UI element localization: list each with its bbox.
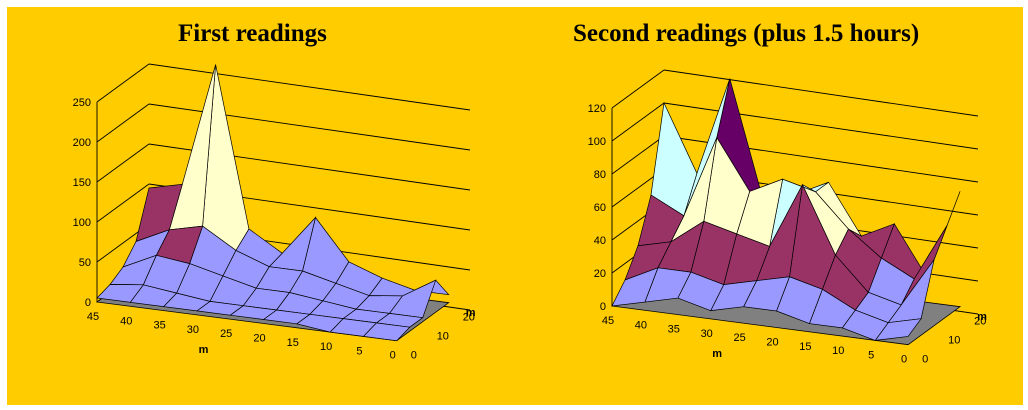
gridline	[611, 69, 665, 109]
y-tick-label: 20	[463, 312, 475, 324]
z-tick-label: 200	[73, 137, 91, 149]
y-tick-label: 0	[922, 354, 928, 366]
x-axis-label: m	[199, 344, 209, 356]
gridline	[96, 143, 150, 183]
gridline	[96, 183, 150, 223]
x-tick-label: 5	[868, 349, 874, 361]
z-tick-label: 20	[594, 268, 606, 280]
x-tick-label: 45	[602, 315, 614, 327]
y-tick-label: 10	[437, 331, 449, 343]
z-tick-label: 0	[85, 297, 91, 309]
y-tick-label: 10	[948, 335, 960, 347]
x-tick-label: 0	[390, 350, 396, 362]
surface-patch	[96, 284, 144, 303]
z-tick-label: 120	[588, 103, 606, 115]
z-tick-label: 40	[594, 235, 606, 247]
x-tick-label: 10	[320, 341, 332, 353]
z-tick-label: 80	[594, 169, 606, 181]
x-axis-label: m	[712, 348, 722, 360]
x-tick-label: 35	[668, 324, 680, 336]
z-tick-label: 100	[73, 217, 91, 229]
x-tick-label: 5	[356, 345, 362, 357]
x-tick-label: 30	[701, 328, 713, 340]
gridline	[611, 102, 665, 142]
gridline	[611, 135, 665, 175]
surface-patch	[611, 267, 659, 307]
gridline	[663, 102, 979, 150]
x-tick-label: 25	[733, 332, 745, 344]
x-tick-label: 35	[153, 320, 165, 332]
x-tick-label: 20	[253, 333, 265, 345]
gridline	[148, 63, 471, 111]
x-tick-label: 25	[220, 328, 232, 340]
gridline	[663, 69, 979, 117]
chart-title-first: First readings	[178, 20, 327, 47]
z-tick-label: 250	[73, 97, 91, 109]
chart-title-second: Second readings (plus 1.5 hours)	[573, 20, 920, 47]
x-tick-label: 40	[120, 315, 132, 327]
x-tick-label: 30	[187, 324, 199, 336]
y-tick-label: 20	[974, 316, 986, 328]
gridline	[96, 103, 150, 143]
y-tick-label: 0	[411, 350, 417, 362]
gridline	[96, 63, 150, 103]
y-axis-label: m	[977, 311, 987, 323]
y-axis-label: m	[466, 307, 476, 319]
z-tick-label: 0	[600, 301, 606, 313]
x-tick-label: 40	[635, 319, 647, 331]
z-tick-label: 60	[594, 202, 606, 214]
x-tick-label: 15	[799, 341, 811, 353]
x-tick-label: 0	[901, 354, 907, 366]
x-tick-label: 20	[766, 337, 778, 349]
surface-patch	[913, 191, 961, 280]
z-tick-label: 150	[73, 177, 91, 189]
x-tick-label: 15	[287, 337, 299, 349]
x-tick-label: 10	[832, 345, 844, 357]
x-tick-label: 45	[87, 311, 99, 323]
z-tick-label: 50	[79, 257, 91, 269]
z-tick-label: 100	[588, 136, 606, 148]
